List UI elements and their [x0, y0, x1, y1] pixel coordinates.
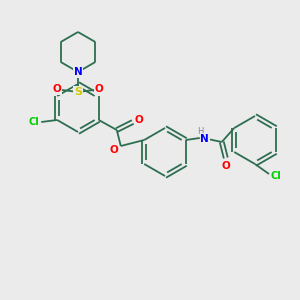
- Text: O: O: [94, 84, 103, 94]
- Text: O: O: [110, 145, 118, 155]
- Text: O: O: [52, 84, 62, 94]
- Text: N: N: [200, 134, 209, 144]
- Text: Cl: Cl: [29, 117, 40, 127]
- Text: Cl: Cl: [271, 171, 281, 181]
- Text: N: N: [74, 67, 82, 77]
- Text: S: S: [74, 87, 82, 97]
- Text: O: O: [134, 115, 143, 125]
- Text: O: O: [221, 161, 230, 171]
- Text: H: H: [198, 128, 204, 136]
